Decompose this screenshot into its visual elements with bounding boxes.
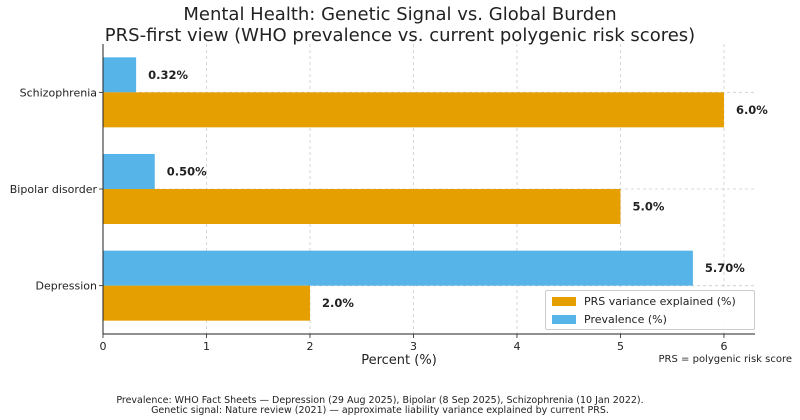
x-tick-label: 3 — [410, 340, 417, 353]
source-note-prevalence: Prevalence: WHO Fact Sheets — Depression… — [116, 395, 644, 406]
data-label-prs: 6.0% — [736, 103, 768, 117]
legend-swatch-prs — [552, 296, 576, 306]
bar-prs — [103, 189, 621, 224]
x-tick-label: 4 — [513, 340, 520, 353]
x-tick-label: 5 — [617, 340, 624, 353]
data-label-prevalence: 5.70% — [705, 261, 745, 275]
x-tick-label: 0 — [100, 340, 107, 353]
bar-prevalence — [103, 250, 693, 286]
prs-footnote: PRS = polygenic risk score — [658, 354, 792, 365]
chart-legend: PRS variance explained (%) Prevalence (%… — [545, 290, 755, 330]
x-tick-label: 6 — [720, 340, 727, 353]
legend-swatch-prevalence — [552, 314, 576, 324]
chart-title: Mental Health: Genetic Signal vs. Global… — [183, 4, 617, 25]
data-label-prs: 5.0% — [632, 200, 664, 214]
legend-label-prs: PRS variance explained (%) — [584, 294, 736, 308]
y-tick-label: Depression — [36, 280, 98, 293]
bar-prevalence — [103, 57, 137, 93]
legend-item-prs: PRS variance explained (%) — [552, 293, 736, 309]
x-tick-label: 1 — [203, 340, 210, 353]
data-label-prevalence: 0.50% — [167, 165, 207, 179]
data-label-prevalence: 0.32% — [148, 68, 188, 82]
legend-label-prevalence: Prevalence (%) — [584, 312, 667, 326]
x-axis-label: Percent (%) — [361, 353, 437, 368]
bar-prevalence — [103, 154, 155, 189]
bar-prs — [103, 285, 310, 321]
chart-subtitle: PRS-first view (WHO prevalence vs. curre… — [104, 25, 696, 46]
bar-prs — [103, 92, 724, 128]
y-tick-label: Bipolar disorder — [10, 183, 98, 196]
source-note-genetic: Genetic signal: Nature review (2021) — a… — [151, 405, 609, 416]
x-tick-label: 2 — [306, 340, 313, 353]
y-tick-label: Schizophrenia — [20, 86, 97, 99]
data-label-prs: 2.0% — [322, 296, 354, 310]
legend-item-prevalence: Prevalence (%) — [552, 311, 667, 327]
